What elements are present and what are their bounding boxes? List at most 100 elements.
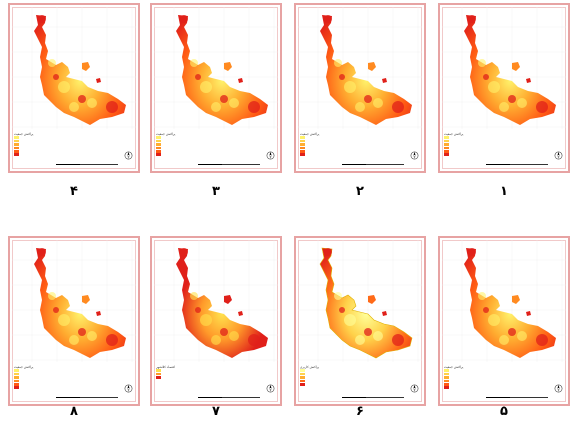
map-legend: پراکنش جمعیت xyxy=(444,365,474,389)
legend-swatch xyxy=(156,143,186,146)
north-arrow-icon xyxy=(124,151,133,160)
north-arrow-icon xyxy=(266,384,275,393)
city-boundary xyxy=(464,15,556,125)
legend-swatch xyxy=(156,369,186,372)
city-boundary xyxy=(464,248,556,358)
north-arrow-icon xyxy=(410,151,419,160)
legend-swatch xyxy=(300,149,330,153)
legend-swatch xyxy=(444,382,474,386)
legend-swatch xyxy=(300,369,330,372)
map-panel: پراکنش جمعیت xyxy=(438,3,570,173)
city-choropleth-map xyxy=(154,7,278,129)
map-legend: پراکنش جمعیت xyxy=(14,132,44,156)
map-panel: پراکنش جمعیت xyxy=(8,3,140,173)
legend-swatch xyxy=(300,372,330,376)
legend-swatch xyxy=(14,369,44,372)
scale-bar xyxy=(342,161,404,165)
map-frame xyxy=(8,3,140,173)
city-boundary xyxy=(34,248,126,358)
legend-swatch xyxy=(444,369,474,372)
map-panel: پراکنش جمعیت xyxy=(150,3,282,173)
map-legend: پراکنش کاربری xyxy=(300,365,330,386)
north-arrow-icon xyxy=(266,151,275,160)
legend-swatch xyxy=(444,153,474,156)
city-choropleth-map xyxy=(442,240,566,362)
legend-title: پراکنش کاربری xyxy=(300,365,320,369)
legend-swatch xyxy=(300,136,330,139)
map-panel: پراکنش کاربری xyxy=(294,236,426,406)
legend-swatch xyxy=(300,153,330,156)
map-legend: پراکنش جمعیت xyxy=(14,365,44,389)
city-boundary xyxy=(320,15,412,125)
city-boundary xyxy=(176,248,268,358)
city-choropleth-map xyxy=(12,240,136,362)
panel-number: ۱ xyxy=(500,184,508,199)
panel-number: ۲ xyxy=(356,184,364,199)
legend-swatch xyxy=(14,153,44,156)
legend-title: پراکنش جمعیت xyxy=(14,132,34,136)
legend-swatch xyxy=(444,386,474,389)
city-choropleth-map xyxy=(442,7,566,129)
city-boundary xyxy=(319,247,413,359)
scale-bar xyxy=(56,394,118,398)
map-panel: پراکنش جمعیت xyxy=(438,236,570,406)
legend-swatch xyxy=(14,136,44,139)
city-choropleth-map xyxy=(298,240,422,362)
scale-bar xyxy=(486,161,548,165)
map-panel: پراکنش جمعیت xyxy=(294,3,426,173)
city-choropleth-map xyxy=(12,7,136,129)
map-legend: پراکنش جمعیت xyxy=(156,132,186,156)
scale-bar xyxy=(342,394,404,398)
legend-swatch xyxy=(14,376,44,379)
legend-swatch xyxy=(156,146,186,150)
panel-number: ۳ xyxy=(212,184,220,199)
legend-swatch xyxy=(300,382,330,386)
map-legend: پراکنش جمعیت xyxy=(300,132,330,156)
map-frame xyxy=(438,3,570,173)
legend-swatch xyxy=(156,149,186,153)
legend-swatch xyxy=(156,139,186,143)
legend-swatch xyxy=(14,372,44,376)
legend-title: پراکنش جمعیت xyxy=(156,132,176,136)
legend-swatch xyxy=(444,146,474,150)
legend-swatch xyxy=(300,146,330,150)
legend-title: پراکنش جمعیت xyxy=(300,132,320,136)
legend-swatch xyxy=(300,376,330,379)
legend-swatch xyxy=(14,139,44,143)
legend-title: پراکنش جمعیت xyxy=(444,132,464,136)
panel-number: ۴ xyxy=(70,184,78,199)
panel-number: ۸ xyxy=(70,404,78,419)
panel-number: ۵ xyxy=(500,404,508,419)
north-arrow-icon xyxy=(554,384,563,393)
map-panel: پراکنش جمعیت xyxy=(8,236,140,406)
legend-swatch xyxy=(14,386,44,389)
city-boundary xyxy=(34,15,126,125)
legend-swatch xyxy=(14,143,44,146)
legend-swatch xyxy=(14,149,44,153)
legend-swatch xyxy=(300,139,330,143)
legend-title: پراکنش جمعیت xyxy=(14,365,34,369)
scale-bar xyxy=(56,161,118,165)
panel-number: ۷ xyxy=(212,404,220,419)
north-arrow-icon xyxy=(410,384,419,393)
legend-swatch xyxy=(14,379,44,383)
legend-swatch xyxy=(156,153,186,156)
scale-bar xyxy=(486,394,548,398)
legend-swatch xyxy=(156,372,186,376)
scale-bar xyxy=(198,161,260,165)
legend-swatch xyxy=(444,136,474,139)
scale-bar xyxy=(198,394,260,398)
legend-swatch xyxy=(156,136,186,139)
legend-swatch xyxy=(14,382,44,386)
city-boundary xyxy=(176,15,268,125)
legend-swatch xyxy=(300,143,330,146)
legend-swatch xyxy=(444,372,474,376)
panel-number: ۶ xyxy=(356,404,364,419)
city-choropleth-map xyxy=(298,7,422,129)
north-arrow-icon xyxy=(554,151,563,160)
map-legend: اقتصاد کلانشهر xyxy=(156,365,186,379)
legend-swatch xyxy=(444,379,474,383)
legend-title: پراکنش جمعیت xyxy=(444,365,464,369)
legend-title: اقتصاد کلانشهر xyxy=(156,365,175,369)
legend-swatch xyxy=(444,139,474,143)
